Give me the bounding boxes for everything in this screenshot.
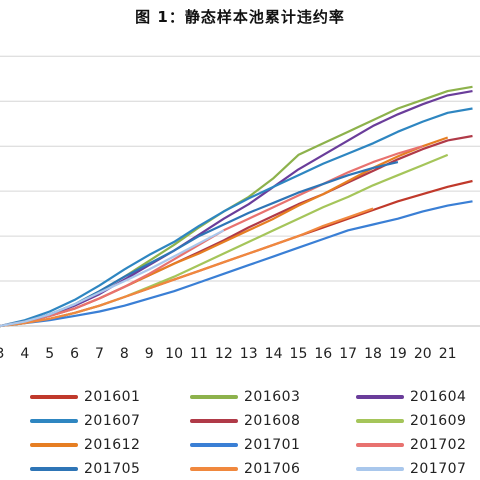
line-chart: 3456789 10 11 12 13 14 15 16 17 18 19 20 21 — [0, 55, 480, 362]
legend-item-201705: 201705 — [30, 458, 140, 480]
legend-label: 201612 — [84, 437, 141, 453]
series-line-201707 — [0, 229, 225, 328]
legend-label: 201706 — [244, 461, 301, 477]
legend-swatch — [30, 467, 78, 471]
series-line-201603 — [0, 85, 473, 328]
legend-item-201603: 201603 — [190, 386, 300, 408]
chart-legend: 201601 201603 201604 201607 201608 201609 2016… — [0, 384, 480, 480]
legend-swatch — [190, 443, 238, 447]
legend-swatch — [30, 395, 78, 399]
legend-label: 201702 — [410, 437, 467, 453]
legend-label: 201604 — [410, 389, 467, 405]
x-tick-label: 6 — [70, 346, 79, 362]
legend-item-201608: 201608 — [190, 410, 300, 432]
legend-item-201609: 201609 — [356, 410, 466, 432]
legend-label: 201707 — [410, 461, 467, 477]
legend-label: 201603 — [244, 389, 301, 405]
legend-swatch — [356, 395, 404, 399]
legend-item-201706: 201706 — [190, 458, 300, 480]
legend-item-201607: 201607 — [30, 410, 140, 432]
x-tick-label: 19 — [389, 346, 407, 362]
series-line-201604 — [0, 90, 473, 328]
legend-label: 201705 — [84, 461, 141, 477]
legend-item-201612: 201612 — [30, 434, 140, 456]
x-tick-label: 21 — [439, 346, 457, 362]
x-tick-label: 4 — [20, 346, 29, 362]
legend-swatch — [30, 419, 78, 423]
legend-item-201601: 201601 — [30, 386, 140, 408]
x-tick-label: 5 — [45, 346, 54, 362]
legend-swatch — [356, 467, 404, 471]
series-line-201706 — [0, 207, 374, 328]
x-tick-label: 12 — [215, 346, 233, 362]
legend-swatch — [190, 395, 238, 399]
x-tick-label: 15 — [290, 346, 308, 362]
legend-label: 201608 — [244, 413, 301, 429]
chart-title: 图 1：静态样本池累计违约率 — [135, 8, 345, 26]
x-tick-label: 11 — [190, 346, 208, 362]
x-tick-label: 3 — [0, 346, 4, 362]
legend-swatch — [190, 419, 238, 423]
series-line-201601 — [0, 179, 473, 328]
x-tick-label: 7 — [95, 346, 104, 362]
legend-swatch — [356, 443, 404, 447]
x-tick-label: 10 — [165, 346, 183, 362]
legend-item-201701: 201701 — [190, 434, 300, 456]
legend-swatch — [190, 467, 238, 471]
x-tick-label: 18 — [364, 346, 382, 362]
legend-label: 201609 — [410, 413, 467, 429]
legend-label: 201607 — [84, 413, 141, 429]
x-tick-label: 9 — [145, 346, 154, 362]
x-tick-label: 17 — [339, 346, 357, 362]
legend-item-201702: 201702 — [356, 434, 466, 456]
series-line-201608 — [0, 134, 473, 328]
series-line-201607 — [0, 107, 473, 328]
x-tick-label: 20 — [414, 346, 432, 362]
legend-item-201707: 201707 — [356, 458, 466, 480]
legend-swatch — [30, 443, 78, 447]
legend-label: 201601 — [84, 389, 141, 405]
legend-item-201604: 201604 — [356, 386, 466, 408]
x-tick-label: 16 — [314, 346, 332, 362]
series-line-201701 — [0, 200, 473, 328]
x-tick-label: 8 — [120, 346, 129, 362]
legend-label: 201701 — [244, 437, 301, 453]
x-tick-label: 14 — [265, 346, 283, 362]
x-tick-label: 13 — [240, 346, 258, 362]
legend-swatch — [356, 419, 404, 423]
